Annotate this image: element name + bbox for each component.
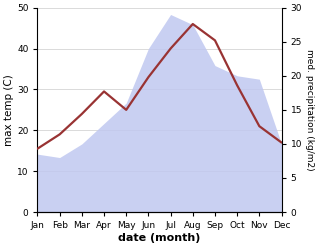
- X-axis label: date (month): date (month): [118, 233, 201, 243]
- Y-axis label: med. precipitation (kg/m2): med. precipitation (kg/m2): [305, 49, 314, 171]
- Y-axis label: max temp (C): max temp (C): [4, 74, 14, 146]
